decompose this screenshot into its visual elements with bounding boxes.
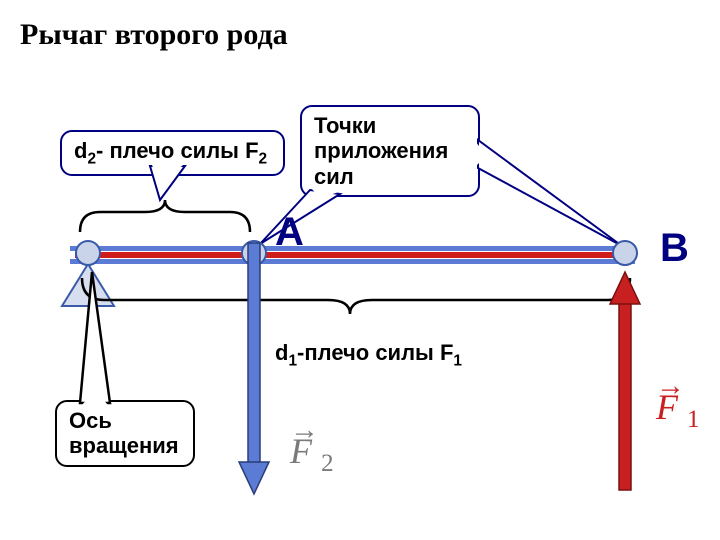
point-b-circle xyxy=(612,240,638,266)
axis-line1: Ось xyxy=(69,408,181,433)
lever-blue-bottom xyxy=(70,259,635,264)
d2-text: d2- плечо силы F2 xyxy=(74,138,267,163)
formula-f1: F 1 xyxy=(656,386,700,434)
callout-axis: Ось вращения xyxy=(55,400,195,467)
points-line3: сил xyxy=(314,164,466,189)
callout-points: Точки приложения сил xyxy=(300,105,480,197)
formula-f2: F 2 xyxy=(290,430,334,478)
lever-red xyxy=(75,252,635,258)
point-a-circle xyxy=(241,240,267,266)
callout-d2: d2- плечо силы F2 xyxy=(60,130,285,176)
lever-blue-top xyxy=(70,246,635,251)
letter-b: B xyxy=(660,226,689,271)
points-line1: Точки xyxy=(314,113,466,138)
points-line2: приложения xyxy=(314,138,466,163)
slide-title: Рычаг второго рода xyxy=(20,18,288,52)
label-d1: d1-плечо силы F1 xyxy=(275,340,462,370)
letter-a: A xyxy=(275,210,304,255)
axis-line2: вращения xyxy=(69,433,181,458)
fulcrum-circle xyxy=(75,240,101,266)
